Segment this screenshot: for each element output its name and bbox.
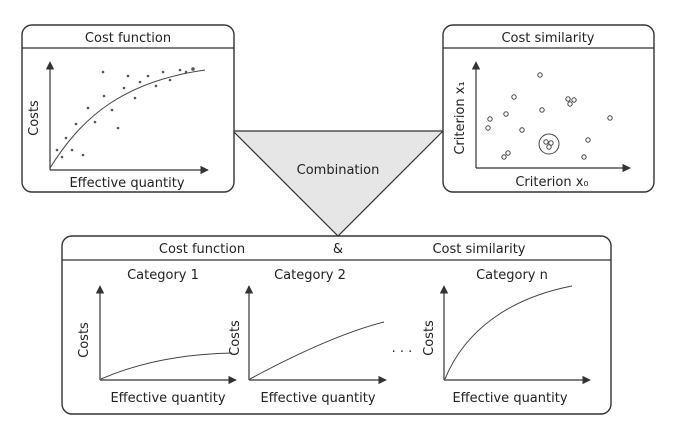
data-point — [133, 96, 137, 100]
category-title: Category 1 — [127, 268, 199, 283]
x-axis-label: Effective quantity — [260, 391, 375, 406]
object-point — [571, 97, 577, 103]
cost-curve — [444, 285, 573, 380]
object-point — [546, 144, 552, 150]
data-point — [184, 70, 188, 74]
category-1-panel: Category 1 Costs Effective quantity — [77, 268, 237, 406]
object-point — [539, 107, 545, 113]
data-point — [101, 70, 105, 74]
data-point — [116, 126, 120, 130]
object-points — [485, 72, 613, 160]
data-point — [64, 136, 68, 140]
combined-box: Cost function & Cost similarity Category… — [61, 235, 612, 415]
x-axis-label: Effective quantity — [110, 391, 225, 406]
object-point — [607, 115, 613, 121]
combined-title-left: Cost function — [159, 242, 245, 257]
object-point — [567, 101, 573, 107]
data-point — [81, 153, 85, 157]
object-point — [581, 154, 587, 160]
data-point — [102, 94, 106, 98]
object-point — [503, 111, 509, 117]
category-title: Category 2 — [274, 268, 346, 283]
cost-curve — [100, 352, 233, 380]
object-point — [485, 125, 491, 131]
y-axis-label: Costs — [77, 322, 92, 358]
data-point — [138, 80, 142, 84]
combined-title-amp: & — [333, 242, 343, 257]
cost-function-title: Cost function — [85, 31, 171, 46]
object-point — [487, 116, 493, 122]
object-point — [543, 139, 549, 145]
x-axis-label: Effective quantity — [69, 176, 184, 191]
cost-curve — [49, 69, 206, 169]
combination-label: Combination — [297, 163, 380, 178]
object-point — [585, 137, 591, 143]
category-2-panel: Category 2 Costs Effective quantity — [228, 268, 387, 406]
data-point — [70, 148, 74, 152]
object-point — [537, 72, 543, 78]
cost-curve — [249, 321, 385, 380]
data-point — [191, 67, 195, 71]
object-point — [501, 154, 507, 160]
ellipsis: . . . — [392, 341, 413, 356]
data-point — [146, 74, 150, 78]
category-n-panel: Category n Costs Effective quantity — [422, 268, 591, 406]
combination-triangle: Combination — [231, 130, 445, 237]
cost-similarity-title: Cost similarity — [501, 31, 594, 46]
y-axis-label: Costs — [422, 320, 437, 356]
y-axis-label: Costs — [27, 100, 42, 136]
object-point — [565, 96, 571, 102]
data-point — [161, 70, 165, 74]
combined-title-right: Cost similarity — [432, 242, 525, 257]
category-title: Category n — [476, 268, 548, 283]
cost-function-box: Cost function Costs Effective quantity — [21, 24, 235, 193]
data-point — [122, 86, 126, 90]
x-axis-label: Criterion x₀ — [515, 175, 588, 190]
object-point — [519, 127, 525, 133]
data-point — [86, 106, 90, 110]
data-point — [126, 74, 130, 78]
object-point — [505, 150, 511, 156]
y-axis-label: Criterion x₁ — [453, 81, 468, 154]
cost-similarity-box: Cost similarity Criterion x₁ Criterion x… — [442, 24, 655, 193]
data-point — [74, 122, 78, 126]
data-point — [168, 78, 172, 82]
y-axis-label: Costs — [228, 320, 243, 356]
data-point — [55, 148, 59, 152]
data-points — [55, 67, 195, 159]
object-point — [511, 94, 517, 100]
data-point — [110, 108, 114, 112]
data-point — [178, 68, 182, 72]
data-point — [60, 155, 64, 159]
x-axis-label: Effective quantity — [452, 391, 567, 406]
similar-cluster-circle — [538, 133, 560, 155]
data-point — [154, 84, 158, 88]
data-point — [93, 120, 97, 124]
